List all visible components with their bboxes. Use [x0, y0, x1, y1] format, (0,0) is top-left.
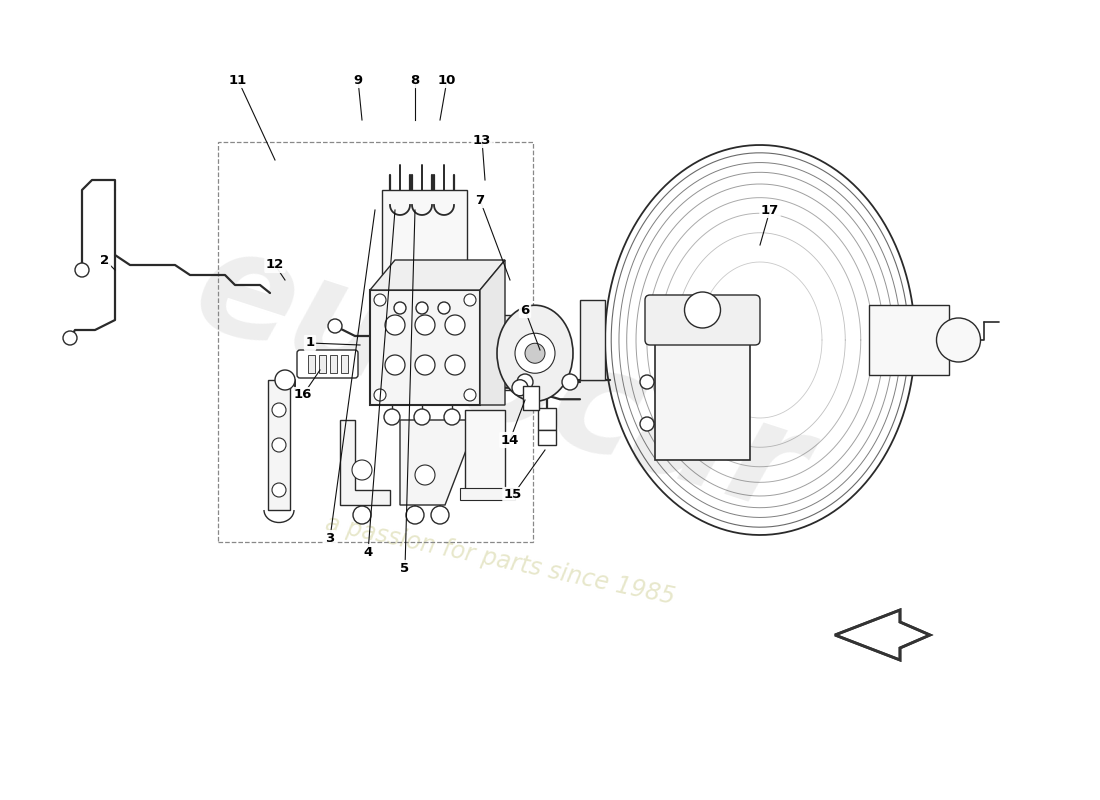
- Bar: [538, 430, 556, 445]
- Bar: [370, 290, 480, 405]
- Circle shape: [446, 315, 465, 335]
- Text: 5: 5: [400, 562, 409, 574]
- Circle shape: [414, 409, 430, 425]
- Circle shape: [328, 319, 342, 333]
- Bar: [522, 386, 539, 410]
- Bar: [319, 355, 326, 373]
- Circle shape: [438, 302, 450, 314]
- Text: 16: 16: [294, 389, 312, 402]
- Circle shape: [464, 389, 476, 401]
- Circle shape: [374, 294, 386, 306]
- Circle shape: [444, 409, 460, 425]
- Circle shape: [353, 506, 371, 524]
- Circle shape: [406, 506, 424, 524]
- Text: a passion for parts since 1985: a passion for parts since 1985: [323, 511, 676, 609]
- Text: 14: 14: [500, 434, 519, 446]
- Text: 6: 6: [520, 303, 529, 317]
- Circle shape: [512, 380, 528, 396]
- Circle shape: [374, 389, 386, 401]
- Polygon shape: [480, 260, 505, 405]
- Circle shape: [394, 302, 406, 314]
- Text: 11: 11: [229, 74, 248, 86]
- Polygon shape: [340, 420, 390, 505]
- Circle shape: [684, 292, 721, 328]
- Circle shape: [272, 483, 286, 497]
- Circle shape: [384, 409, 400, 425]
- Circle shape: [936, 318, 980, 362]
- Circle shape: [272, 403, 286, 417]
- Bar: [869, 305, 948, 375]
- Bar: [538, 408, 556, 430]
- Circle shape: [352, 460, 372, 480]
- Circle shape: [515, 334, 556, 374]
- Text: 12: 12: [266, 258, 284, 271]
- Bar: [341, 355, 348, 373]
- Bar: [268, 380, 290, 510]
- Circle shape: [640, 375, 654, 389]
- Text: 10: 10: [438, 74, 456, 86]
- Circle shape: [464, 294, 476, 306]
- Circle shape: [415, 465, 434, 485]
- Circle shape: [416, 302, 428, 314]
- Text: 7: 7: [475, 194, 485, 206]
- Bar: [330, 355, 337, 373]
- Bar: [382, 190, 468, 320]
- Polygon shape: [370, 260, 505, 290]
- Circle shape: [272, 438, 286, 452]
- Circle shape: [640, 417, 654, 431]
- Text: 15: 15: [504, 489, 522, 502]
- Bar: [460, 488, 515, 500]
- Text: 9: 9: [353, 74, 363, 86]
- Bar: [308, 355, 315, 373]
- Bar: [580, 300, 605, 380]
- Circle shape: [385, 355, 405, 375]
- FancyBboxPatch shape: [645, 295, 760, 345]
- Polygon shape: [400, 420, 470, 505]
- Circle shape: [415, 315, 434, 335]
- Text: 2: 2: [100, 254, 110, 266]
- Polygon shape: [465, 410, 505, 495]
- Circle shape: [446, 355, 465, 375]
- Text: 4: 4: [363, 546, 373, 558]
- Circle shape: [385, 315, 405, 335]
- Circle shape: [431, 506, 449, 524]
- Text: 1: 1: [306, 337, 315, 350]
- Text: eurocar: eurocar: [178, 215, 823, 545]
- Circle shape: [517, 374, 534, 390]
- Circle shape: [63, 331, 77, 345]
- Circle shape: [525, 343, 544, 363]
- Bar: [218, 142, 534, 542]
- Text: 3: 3: [326, 531, 334, 545]
- Text: 8: 8: [410, 74, 419, 86]
- Circle shape: [275, 370, 295, 390]
- FancyBboxPatch shape: [297, 350, 358, 378]
- Ellipse shape: [497, 306, 573, 402]
- Circle shape: [562, 374, 578, 390]
- Text: 13: 13: [473, 134, 492, 146]
- Circle shape: [75, 263, 89, 277]
- Text: 17: 17: [761, 203, 779, 217]
- Circle shape: [415, 355, 434, 375]
- Bar: [654, 340, 750, 460]
- Bar: [481, 315, 512, 390]
